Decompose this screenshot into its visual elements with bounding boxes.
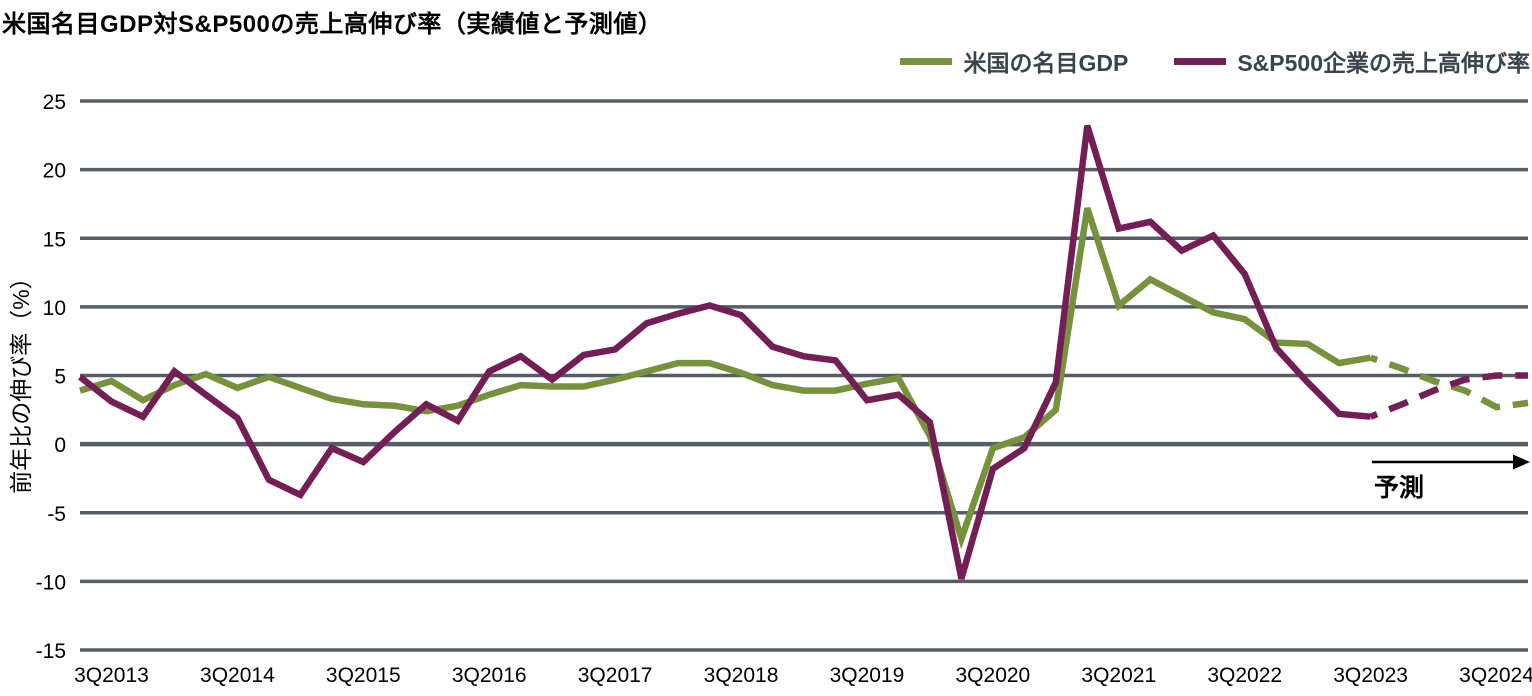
y-tick-label-20: 20 bbox=[43, 160, 66, 183]
x-tick-label-3Q2019: 3Q2019 bbox=[830, 664, 905, 687]
chart-title: 米国名目GDP対S&P500の売上高伸び率（実績値と予測値） bbox=[2, 11, 663, 38]
gdp-line-solid bbox=[79, 207, 1372, 550]
legend-item-gdp: 米国の名目GDP bbox=[900, 44, 1128, 78]
x-tick-label-3Q2022: 3Q2022 bbox=[1207, 664, 1282, 687]
forecast-annotation: 予測 bbox=[1374, 474, 1425, 502]
sp500-line-solid bbox=[77, 124, 1371, 580]
x-tick-label-3Q2015: 3Q2015 bbox=[326, 664, 401, 687]
x-tick-label-3Q2021: 3Q2021 bbox=[1081, 664, 1156, 687]
y-tick-label--10: -10 bbox=[36, 571, 66, 594]
y-tick-label-25: 25 bbox=[43, 91, 66, 114]
x-tick-label-3Q2014: 3Q2014 bbox=[200, 664, 275, 687]
x-tick-label-3Q2016: 3Q2016 bbox=[452, 664, 527, 687]
y-tick-label-5: 5 bbox=[54, 366, 66, 389]
y-axis-title: 前年比の伸び率（%） bbox=[8, 266, 34, 494]
x-tick-label-3Q2018: 3Q2018 bbox=[704, 664, 779, 687]
sp500-line-swatch bbox=[1174, 57, 1227, 65]
forecast-arrow-head bbox=[1513, 454, 1530, 470]
legend-label-gdp: 米国の名目GDP bbox=[963, 50, 1129, 76]
x-tick-label-3Q2013: 3Q2013 bbox=[74, 664, 149, 687]
y-tick-label-15: 15 bbox=[43, 228, 66, 251]
legend-label-sp500: S&P500企業の売上高伸び率 bbox=[1237, 50, 1530, 76]
legend: 米国の名目GDP S&P500企業の売上高伸び率 bbox=[900, 44, 1530, 78]
y-tick-label-10: 10 bbox=[43, 297, 66, 320]
y-tick-label--15: -15 bbox=[36, 640, 66, 663]
legend-item-sp500: S&P500企業の売上高伸び率 bbox=[1174, 44, 1530, 78]
y-tick-label-0: 0 bbox=[54, 434, 66, 457]
gdp-line-forecast bbox=[1369, 354, 1529, 411]
x-tick-label-3Q2024: 3Q2024 bbox=[1459, 664, 1532, 687]
x-tick-label-3Q2020: 3Q2020 bbox=[956, 664, 1031, 687]
y-tick-label--5: -5 bbox=[47, 503, 66, 526]
x-tick-label-3Q2023: 3Q2023 bbox=[1333, 664, 1408, 687]
gdp-line-swatch bbox=[900, 57, 953, 65]
x-tick-label-3Q2017: 3Q2017 bbox=[578, 664, 653, 687]
sp500-line-forecast bbox=[1369, 372, 1528, 420]
